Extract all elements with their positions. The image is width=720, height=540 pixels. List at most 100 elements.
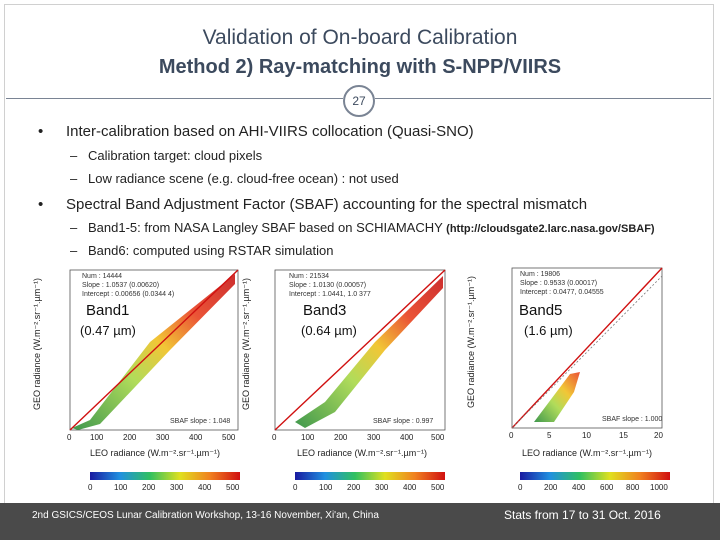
band-label: Band5	[519, 302, 563, 319]
x-axis-title: LEO radiance (W.m⁻².sr⁻¹.µm⁻¹)	[90, 448, 220, 458]
bullet-text: Spectral Band Adjustment Factor (SBAF) a…	[66, 196, 588, 213]
bullet-text: Inter-calibration based on AHI-VIIRS col…	[66, 123, 474, 140]
x-tick: 100	[90, 433, 104, 442]
stat-intercept: Intercept : 1.0441, 1.0 377	[289, 291, 371, 298]
colorbar-tick: 1000	[650, 483, 668, 492]
x-tick: 15	[619, 431, 628, 440]
sub-dash: –	[70, 220, 78, 235]
stat-num: Num : 14444	[82, 273, 123, 280]
colorbar-tick: 200	[347, 483, 361, 492]
sbaf-slope: SBAF slope : 1.048	[170, 418, 231, 425]
x-tick: 100	[301, 433, 315, 442]
x-tick: 5	[547, 431, 552, 440]
slide-subtitle: Method 2) Ray-matching with S-NPP/VIIRS	[158, 56, 562, 78]
x-tick: 500	[222, 433, 236, 442]
colorbar-tick: 100	[319, 483, 333, 492]
footer-bar	[0, 503, 720, 540]
sub-text: Low radiance scene (e.g. cloud-free ocea…	[88, 171, 399, 186]
colorbar-tick: 400	[403, 483, 417, 492]
stat-slope: Slope : 0.9533 (0.00017)	[520, 280, 598, 287]
x-tick: 0	[272, 433, 277, 442]
sub-bullet-band6: – Band6: computed using RSTAR simulation	[70, 243, 333, 258]
plot-graphic	[511, 267, 670, 480]
sbaf-slope: SBAF slope : 1.000	[602, 416, 663, 423]
colorbar-tick: 800	[626, 483, 640, 492]
colorbar-tick: 300	[375, 483, 389, 492]
sbaf-slope: SBAF slope : 0.997	[373, 418, 434, 425]
x-tick: 300	[367, 433, 381, 442]
y-axis-title: GEO radiance (W.m⁻².sr⁻¹.µm⁻¹)	[241, 278, 251, 410]
stat-slope: Slope : 1.0130 (0.00057)	[289, 282, 367, 289]
sub-bullet-band1-5: – Band1-5: from NASA Langley SBAF based o…	[70, 220, 655, 235]
sub-bullet-target: – Calibration target: cloud pixels	[70, 148, 262, 163]
one-to-one-line	[69, 269, 239, 431]
one-to-one-line	[274, 269, 446, 431]
plot-graphic	[69, 269, 240, 480]
slide-title: Validation of On-board Calibration	[202, 26, 518, 49]
x-tick: 10	[582, 431, 591, 440]
density-cloud	[295, 276, 443, 428]
sub-bullet-low-radiance: – Low radiance scene (e.g. cloud-free oce…	[70, 171, 399, 186]
page-number: 27	[343, 85, 375, 117]
density-cloud	[72, 274, 235, 430]
colorbar-tick: 200	[142, 483, 156, 492]
colorbar-tick: 400	[572, 483, 586, 492]
x-tick: 20	[654, 431, 663, 440]
x-tick: 200	[334, 433, 348, 442]
regression-line	[511, 275, 663, 429]
x-tick: 0	[67, 433, 72, 442]
y-axis-title: GEO radiance (W.m⁻².sr⁻¹.µm⁻¹)	[466, 276, 476, 408]
colorbar-tick: 0	[518, 483, 523, 492]
bullet-mark: •	[38, 196, 44, 213]
colorbar-tick: 0	[293, 483, 298, 492]
colorbar	[90, 472, 240, 480]
y-axis-title: GEO radiance (W.m⁻².sr⁻¹.µm⁻¹)	[32, 278, 42, 410]
footer-stats-period: Stats from 17 to 31 Oct. 2016	[504, 508, 661, 522]
x-tick: 400	[400, 433, 414, 442]
x-axis-title: LEO radiance (W.m⁻².sr⁻¹.µm⁻¹)	[522, 448, 652, 458]
footer-workshop: 2nd GSICS/CEOS Lunar Calibration Worksho…	[32, 510, 379, 521]
scatter-plot-band1: Num : 14444 Slope : 1.0537 (0.00620) Int…	[30, 262, 245, 502]
title-divider-left	[6, 98, 343, 99]
sbaf-url[interactable]: (http://cloudsgate2.larc.nasa.gov/SBAF)	[446, 223, 655, 235]
sub-dash: –	[70, 171, 78, 186]
band-wavelength: (1.6 µm)	[524, 323, 573, 338]
sub-dash: –	[70, 243, 78, 258]
colorbar-tick: 200	[544, 483, 558, 492]
density-cloud	[534, 372, 580, 422]
scatter-plot-band5: Num : 19806 Slope : 0.9533 (0.00017) Int…	[462, 262, 674, 502]
x-tick: 500	[431, 433, 445, 442]
scatter-plot-band3: Num : 21534 Slope : 1.0130 (0.00057) Int…	[241, 262, 460, 502]
x-tick: 0	[509, 431, 514, 440]
stat-num: Num : 21534	[289, 273, 330, 280]
sub-text: Calibration target: cloud pixels	[88, 148, 263, 163]
stat-num: Num : 19806	[520, 271, 561, 278]
sub-dash: –	[70, 148, 78, 163]
title-divider-right	[375, 98, 711, 99]
band-label: Band3	[303, 302, 347, 319]
colorbar	[295, 472, 445, 480]
one-to-one-line	[511, 267, 663, 429]
x-axis-title: LEO radiance (W.m⁻².sr⁻¹.µm⁻¹)	[297, 448, 427, 458]
band-label: Band1	[86, 302, 130, 319]
x-tick: 300	[156, 433, 170, 442]
colorbar	[520, 472, 670, 480]
stat-intercept: Intercept : 0.00656 (0.0344 4)	[82, 291, 175, 298]
colorbar-tick: 0	[88, 483, 93, 492]
stat-slope: Slope : 1.0537 (0.00620)	[82, 282, 160, 289]
bullet-mark: •	[38, 123, 44, 140]
colorbar-tick: 500	[431, 483, 445, 492]
colorbar-tick: 300	[170, 483, 184, 492]
x-tick: 400	[189, 433, 203, 442]
plot-graphic	[274, 269, 446, 480]
band-wavelength: (0.64 µm)	[301, 323, 357, 338]
stat-intercept: Intercept : 0.0477, 0.04555	[520, 289, 604, 296]
colorbar-tick: 400	[198, 483, 212, 492]
sub-text: Band6: computed using RSTAR simulation	[88, 243, 334, 258]
sub-text: Band1-5: from NASA Langley SBAF based on…	[88, 220, 443, 235]
band-wavelength: (0.47 µm)	[80, 323, 136, 338]
colorbar-tick: 600	[600, 483, 614, 492]
x-tick: 200	[123, 433, 137, 442]
colorbar-tick: 500	[226, 483, 240, 492]
colorbar-tick: 100	[114, 483, 128, 492]
